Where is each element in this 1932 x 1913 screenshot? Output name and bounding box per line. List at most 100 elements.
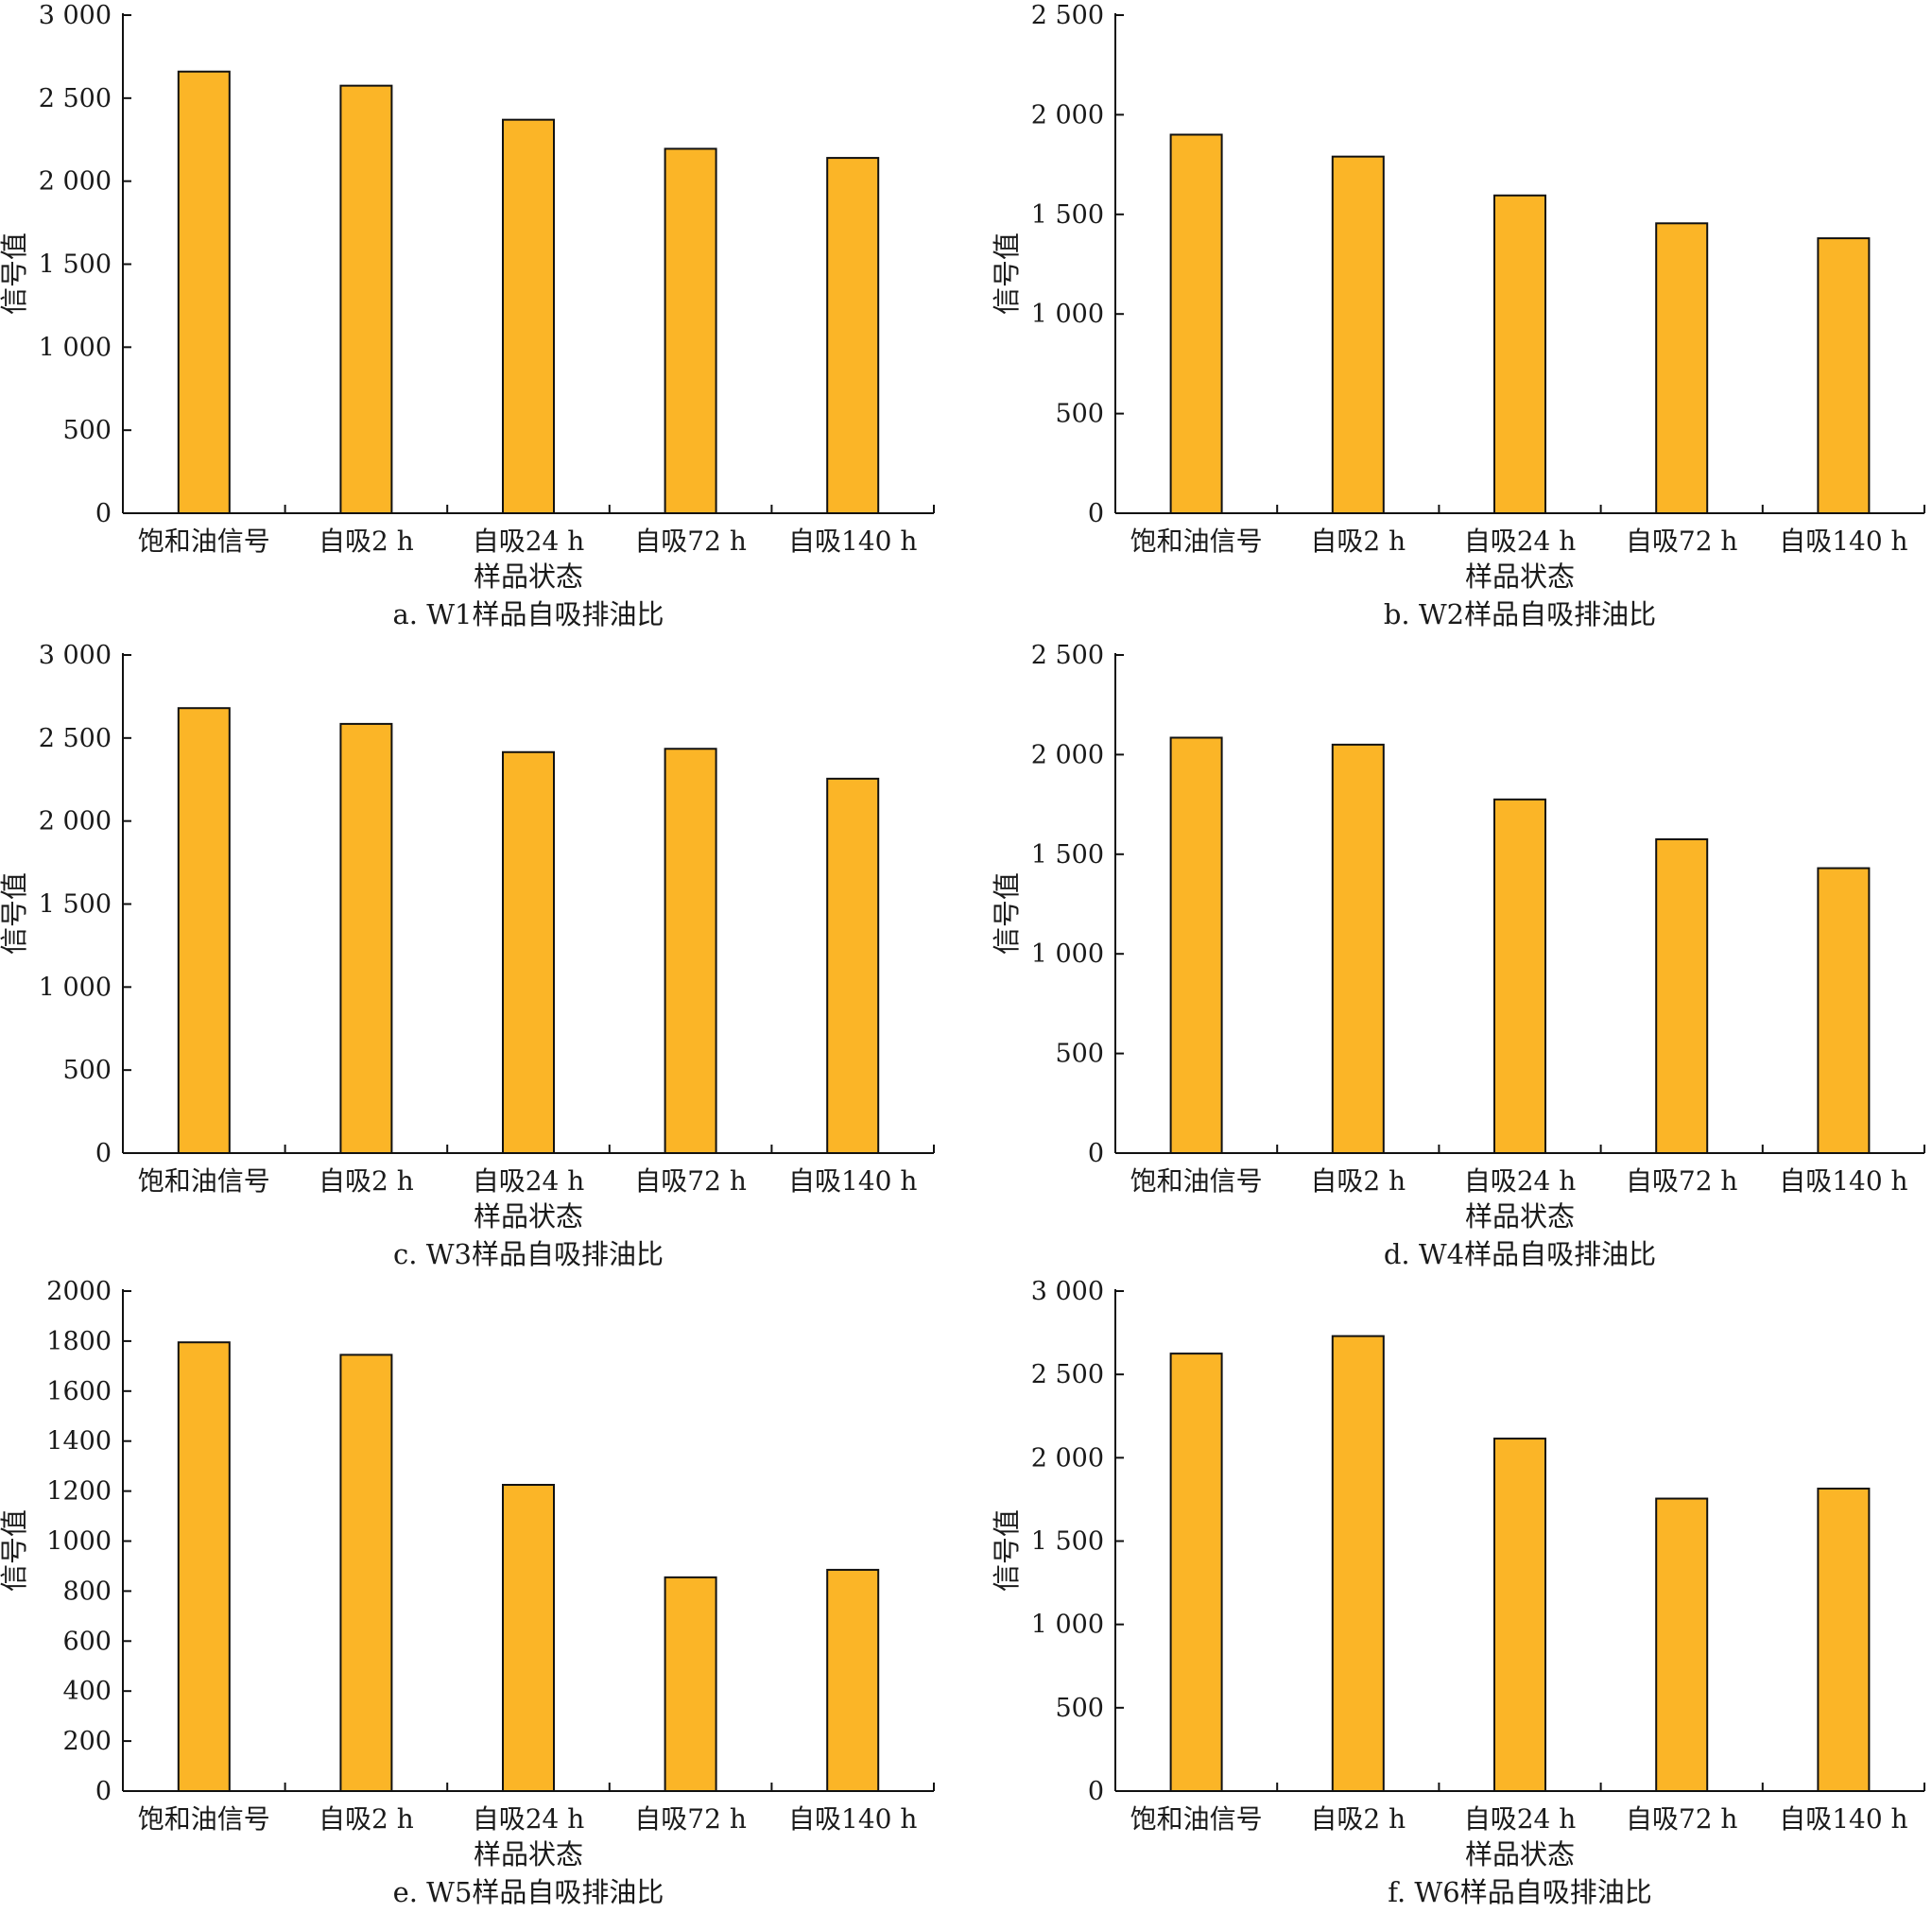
y-tick-label: 1 000 bbox=[39, 333, 112, 362]
y-tick-label: 2 000 bbox=[1031, 100, 1104, 129]
y-tick-label: 200 bbox=[62, 1727, 112, 1756]
y-tick-label: 2 000 bbox=[1031, 1443, 1104, 1473]
y-tick-label: 1 000 bbox=[1031, 939, 1104, 969]
y-tick-label: 1600 bbox=[46, 1377, 112, 1406]
x-category-label: 自吸72 h bbox=[634, 1165, 747, 1197]
y-axis-title: 信号值 bbox=[0, 233, 30, 315]
y-tick-label: 800 bbox=[62, 1577, 112, 1606]
bar-3 bbox=[1493, 194, 1546, 515]
y-tick-label: 2 000 bbox=[39, 167, 112, 197]
x-category-label: 自吸24 h bbox=[1464, 1165, 1577, 1197]
bar-4 bbox=[1655, 837, 1709, 1154]
bar-1 bbox=[1169, 1353, 1223, 1792]
bar-2 bbox=[1331, 155, 1385, 514]
x-category-label: 饱和油信号 bbox=[1130, 1165, 1263, 1197]
chart-caption: f. W6样品自吸排油比 bbox=[1388, 1876, 1651, 1908]
x-category-label: 饱和油信号 bbox=[138, 1165, 270, 1197]
bar-4 bbox=[664, 748, 717, 1154]
x-category-label: 自吸72 h bbox=[1626, 526, 1738, 557]
y-tick-label: 500 bbox=[1055, 400, 1104, 429]
x-category-label: 自吸140 h bbox=[788, 526, 917, 557]
y-tick-label: 500 bbox=[62, 1056, 112, 1085]
x-category-label: 自吸2 h bbox=[1310, 1803, 1406, 1835]
x-category-label: 自吸24 h bbox=[473, 526, 585, 557]
chart-caption: c. W3样品自吸排油比 bbox=[393, 1238, 664, 1270]
y-tick-label: 1 500 bbox=[39, 250, 112, 280]
y-tick-label: 0 bbox=[95, 1139, 112, 1168]
bar-3 bbox=[502, 750, 555, 1154]
y-tick-label: 2 500 bbox=[1031, 1360, 1104, 1389]
chart-caption: e. W5样品自吸排油比 bbox=[393, 1876, 664, 1908]
y-tick-label: 400 bbox=[62, 1677, 112, 1706]
y-tick-label: 3 000 bbox=[39, 641, 112, 670]
y-tick-label: 3 000 bbox=[39, 1, 112, 30]
bar-5 bbox=[1817, 1487, 1871, 1792]
x-category-label: 饱和油信号 bbox=[1130, 526, 1263, 557]
y-tick-label: 0 bbox=[95, 1777, 112, 1806]
y-tick-label: 1 500 bbox=[1031, 1527, 1104, 1557]
chart-panel-1: 0 500 1 000 1 500 2 000 2 500 3 000 饱和油信号 自吸2 h 自… bbox=[0, 1, 935, 630]
bar-5 bbox=[826, 157, 880, 514]
bar-5 bbox=[826, 777, 880, 1154]
bar-3 bbox=[502, 118, 555, 514]
y-tick-label: 1 500 bbox=[1031, 200, 1104, 230]
x-axis-title: 样品状态 bbox=[1465, 1838, 1575, 1870]
y-tick-label: 1 500 bbox=[39, 890, 112, 920]
bar-3 bbox=[1493, 1438, 1546, 1793]
bar-2 bbox=[1331, 743, 1385, 1154]
y-tick-label: 2000 bbox=[46, 1277, 112, 1306]
bar-1 bbox=[1169, 736, 1223, 1154]
bar-4 bbox=[664, 1576, 717, 1793]
x-axis-title: 样品状态 bbox=[1465, 560, 1575, 593]
y-axis-title: 信号值 bbox=[991, 1509, 1023, 1592]
x-category-label: 饱和油信号 bbox=[138, 1803, 270, 1835]
y-tick-label: 2 500 bbox=[1031, 641, 1104, 670]
x-category-label: 自吸140 h bbox=[1779, 1803, 1907, 1835]
y-tick-label: 1400 bbox=[46, 1427, 112, 1456]
x-category-label: 自吸24 h bbox=[1464, 1803, 1577, 1835]
y-tick-label: 1 500 bbox=[1031, 840, 1104, 870]
chart-panel-6: 0 500 1 000 1 500 2 000 2 500 3 000 饱和油信号 自吸2 h 自… bbox=[991, 1277, 1925, 1908]
x-category-label: 自吸72 h bbox=[1626, 1165, 1738, 1197]
chart-panel-5: 0 200 400 600 800 1000 1200 1400 1600 1800 2000 饱和油… bbox=[0, 1277, 935, 1908]
x-category-label: 自吸72 h bbox=[634, 526, 747, 557]
x-axis-title: 样品状态 bbox=[474, 560, 583, 593]
x-category-label: 自吸2 h bbox=[319, 1803, 414, 1835]
x-category-label: 饱和油信号 bbox=[1130, 1803, 1263, 1835]
x-category-label: 自吸2 h bbox=[1310, 1165, 1406, 1197]
bar-2 bbox=[339, 722, 393, 1154]
bar-2 bbox=[339, 84, 393, 515]
y-tick-label: 500 bbox=[62, 416, 112, 445]
y-tick-label: 2 000 bbox=[39, 807, 112, 836]
y-tick-label: 0 bbox=[1088, 1139, 1104, 1168]
y-tick-label: 3 000 bbox=[1031, 1277, 1104, 1306]
bar-4 bbox=[664, 147, 717, 515]
y-tick-label: 1000 bbox=[46, 1527, 112, 1557]
y-tick-label: 1 000 bbox=[1031, 300, 1104, 329]
bar-1 bbox=[177, 1341, 231, 1793]
chart-caption: b. W2样品自吸排油比 bbox=[1384, 598, 1656, 630]
x-category-label: 自吸2 h bbox=[1310, 526, 1406, 557]
y-tick-label: 0 bbox=[95, 499, 112, 528]
x-axis-title: 样品状态 bbox=[474, 1200, 583, 1232]
y-axis-title: 信号值 bbox=[0, 1509, 30, 1592]
y-tick-label: 1 000 bbox=[39, 973, 112, 1002]
chart-panel-4: 0 500 1 000 1 500 2 000 2 500 饱和油信号 自吸2 h 自吸24 h… bbox=[991, 641, 1925, 1270]
y-tick-label: 500 bbox=[1055, 1694, 1104, 1723]
bar-2 bbox=[1331, 1335, 1385, 1792]
y-tick-label: 600 bbox=[62, 1627, 112, 1656]
bar-4 bbox=[1655, 1497, 1709, 1793]
x-category-label: 自吸72 h bbox=[1626, 1803, 1738, 1835]
y-tick-label: 0 bbox=[1088, 499, 1104, 528]
y-axis-title: 信号值 bbox=[0, 872, 30, 955]
x-category-label: 自吸140 h bbox=[1779, 526, 1907, 557]
x-axis-title: 样品状态 bbox=[1465, 1200, 1575, 1232]
y-tick-label: 2 000 bbox=[1031, 740, 1104, 769]
bar-1 bbox=[177, 70, 231, 515]
bar-5 bbox=[1817, 867, 1871, 1155]
chart-panel-2: 0 500 1 000 1 500 2 000 2 500 饱和油信号 自吸2 h 自吸24 h… bbox=[991, 1, 1925, 630]
bar-5 bbox=[826, 1568, 880, 1792]
y-tick-label: 500 bbox=[1055, 1040, 1104, 1069]
bar-5 bbox=[1817, 237, 1871, 514]
